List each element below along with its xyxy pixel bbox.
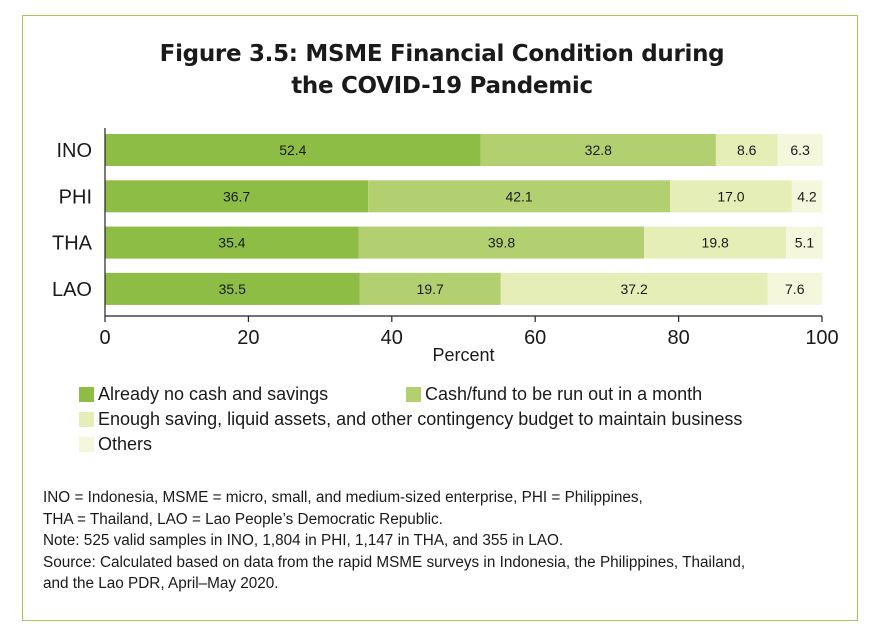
bar-ino-series-4 xyxy=(777,134,823,166)
x-tick-label-0: 0 xyxy=(99,327,110,349)
x-tick-label-80: 80 xyxy=(667,327,689,349)
bar-lao-series-4 xyxy=(767,272,822,305)
chart-title-line-2: the COVID-19 Pandemic xyxy=(291,73,593,99)
legend-item-3: Enough saving, liquid assets, and other … xyxy=(79,409,742,430)
bar-phi-series-4 xyxy=(791,180,822,213)
x-axis-label: Percent xyxy=(432,345,494,365)
note-line-4: Source: Calculated based on data from th… xyxy=(43,553,746,571)
bar-tha-series-1 xyxy=(105,226,359,259)
bar-phi-series-2 xyxy=(368,180,670,213)
data-label-ino-series-1: 52.4 xyxy=(279,142,306,158)
data-label-lao-series-4: 7.6 xyxy=(785,281,805,297)
bar-tha-series-4 xyxy=(786,226,823,259)
data-label-phi-series-2: 42.1 xyxy=(505,188,532,204)
data-label-phi-series-3: 17.0 xyxy=(717,188,744,204)
chart-title-line-1: Figure 3.5: MSME Financial Condition dur… xyxy=(159,41,725,67)
note-line-1: INO = Indonesia, MSME = micro, small, an… xyxy=(43,489,643,506)
bar-lao-series-3 xyxy=(500,272,768,305)
data-label-tha-series-1: 35.4 xyxy=(218,235,245,251)
figure-frame xyxy=(22,15,858,621)
data-label-phi-series-4: 4.2 xyxy=(797,188,817,204)
x-tick-label-40: 40 xyxy=(381,327,403,349)
chart-title: Figure 3.5: MSME Financial Condition dur… xyxy=(0,38,884,102)
x-tick-label-100: 100 xyxy=(805,327,838,349)
note-line-3: Note: 525 valid samples in INO, 1,804 in… xyxy=(43,532,564,549)
category-label-ino: INO xyxy=(56,140,92,162)
bar-tha-series-3 xyxy=(644,226,787,259)
data-label-lao-series-3: 37.2 xyxy=(621,281,648,297)
bar-phi-series-1 xyxy=(105,180,369,213)
legend-label-2: Cash/fund to be run out in a month xyxy=(425,384,703,404)
legend-label-1: Already no cash and savings xyxy=(98,384,329,404)
legend-item-2: Cash/fund to be run out in a month xyxy=(406,384,702,405)
data-label-ino-series-2: 32.8 xyxy=(585,142,612,158)
legend-swatch-2 xyxy=(406,387,421,402)
legend-item-1: Already no cash and savings xyxy=(79,384,328,405)
data-label-tha-series-3: 19.8 xyxy=(702,235,729,251)
category-label-phi: PHI xyxy=(59,186,92,208)
data-label-lao-series-1: 35.5 xyxy=(219,281,246,297)
data-label-lao-series-2: 19.7 xyxy=(417,281,444,297)
data-label-ino-series-3: 8.6 xyxy=(737,142,757,158)
data-label-tha-series-4: 5.1 xyxy=(795,235,815,251)
data-label-ino-series-4: 6.3 xyxy=(790,142,810,158)
bar-tha-series-2 xyxy=(358,226,645,259)
legend-swatch-1 xyxy=(79,387,94,402)
data-label-tha-series-2: 39.8 xyxy=(488,235,515,251)
legend-label-3: Enough saving, liquid assets, and other … xyxy=(98,409,743,429)
data-label-phi-series-1: 36.7 xyxy=(223,188,250,204)
note-line-5: and the Lao PDR, April–May 2020. xyxy=(43,575,279,592)
x-tick-label-60: 60 xyxy=(524,327,546,349)
category-label-lao: LAO xyxy=(52,279,92,301)
x-tick-label-20: 20 xyxy=(237,327,259,349)
bar-ino-series-2 xyxy=(480,134,716,166)
legend-swatch-3 xyxy=(79,412,94,427)
bar-ino-series-3 xyxy=(715,134,778,166)
category-label-tha: THA xyxy=(52,233,93,255)
figure-notes: INO = Indonesia, MSME = micro, small, an… xyxy=(43,487,843,595)
legend-swatch-4 xyxy=(79,437,94,452)
bar-lao-series-2 xyxy=(359,272,501,305)
legend-item-4: Others xyxy=(79,434,152,455)
bar-phi-series-3 xyxy=(669,180,792,213)
note-line-2: THA = Thailand, LAO = Lao People’s Democ… xyxy=(43,510,443,528)
bar-lao-series-1 xyxy=(105,272,360,305)
legend-label-4: Others xyxy=(98,434,153,454)
bar-ino-series-1 xyxy=(105,134,481,166)
